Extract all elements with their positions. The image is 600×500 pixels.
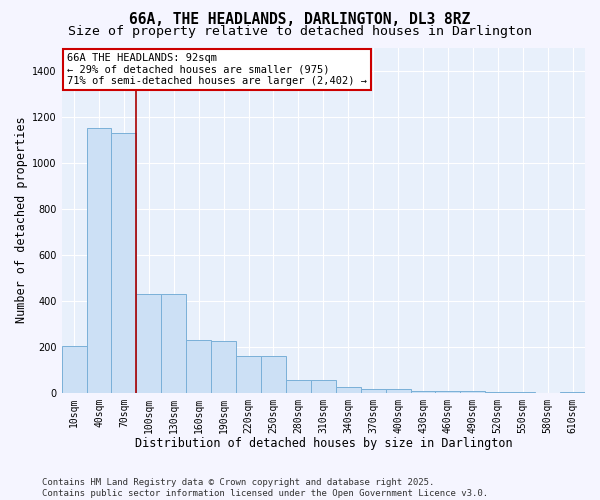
Bar	[211, 341, 236, 392]
Text: 66A, THE HEADLANDS, DARLINGTON, DL3 8RZ: 66A, THE HEADLANDS, DARLINGTON, DL3 8RZ	[130, 12, 470, 28]
Text: 66A THE HEADLANDS: 92sqm
← 29% of detached houses are smaller (975)
71% of semi-: 66A THE HEADLANDS: 92sqm ← 29% of detach…	[67, 52, 367, 86]
Bar	[361, 390, 386, 392]
Bar	[311, 380, 336, 392]
Bar	[161, 294, 186, 392]
Bar	[336, 387, 361, 392]
Bar	[186, 340, 211, 392]
Bar	[112, 132, 136, 392]
Y-axis label: Number of detached properties: Number of detached properties	[15, 117, 28, 324]
Bar	[386, 390, 410, 392]
Bar	[86, 128, 112, 392]
Bar	[460, 391, 485, 392]
Bar	[436, 391, 460, 392]
Bar	[410, 391, 436, 392]
Bar	[62, 346, 86, 393]
Bar	[236, 356, 261, 393]
X-axis label: Distribution of detached houses by size in Darlington: Distribution of detached houses by size …	[134, 437, 512, 450]
Bar	[136, 294, 161, 392]
Bar	[286, 380, 311, 392]
Text: Contains HM Land Registry data © Crown copyright and database right 2025.
Contai: Contains HM Land Registry data © Crown c…	[42, 478, 488, 498]
Text: Size of property relative to detached houses in Darlington: Size of property relative to detached ho…	[68, 25, 532, 38]
Bar	[261, 356, 286, 392]
